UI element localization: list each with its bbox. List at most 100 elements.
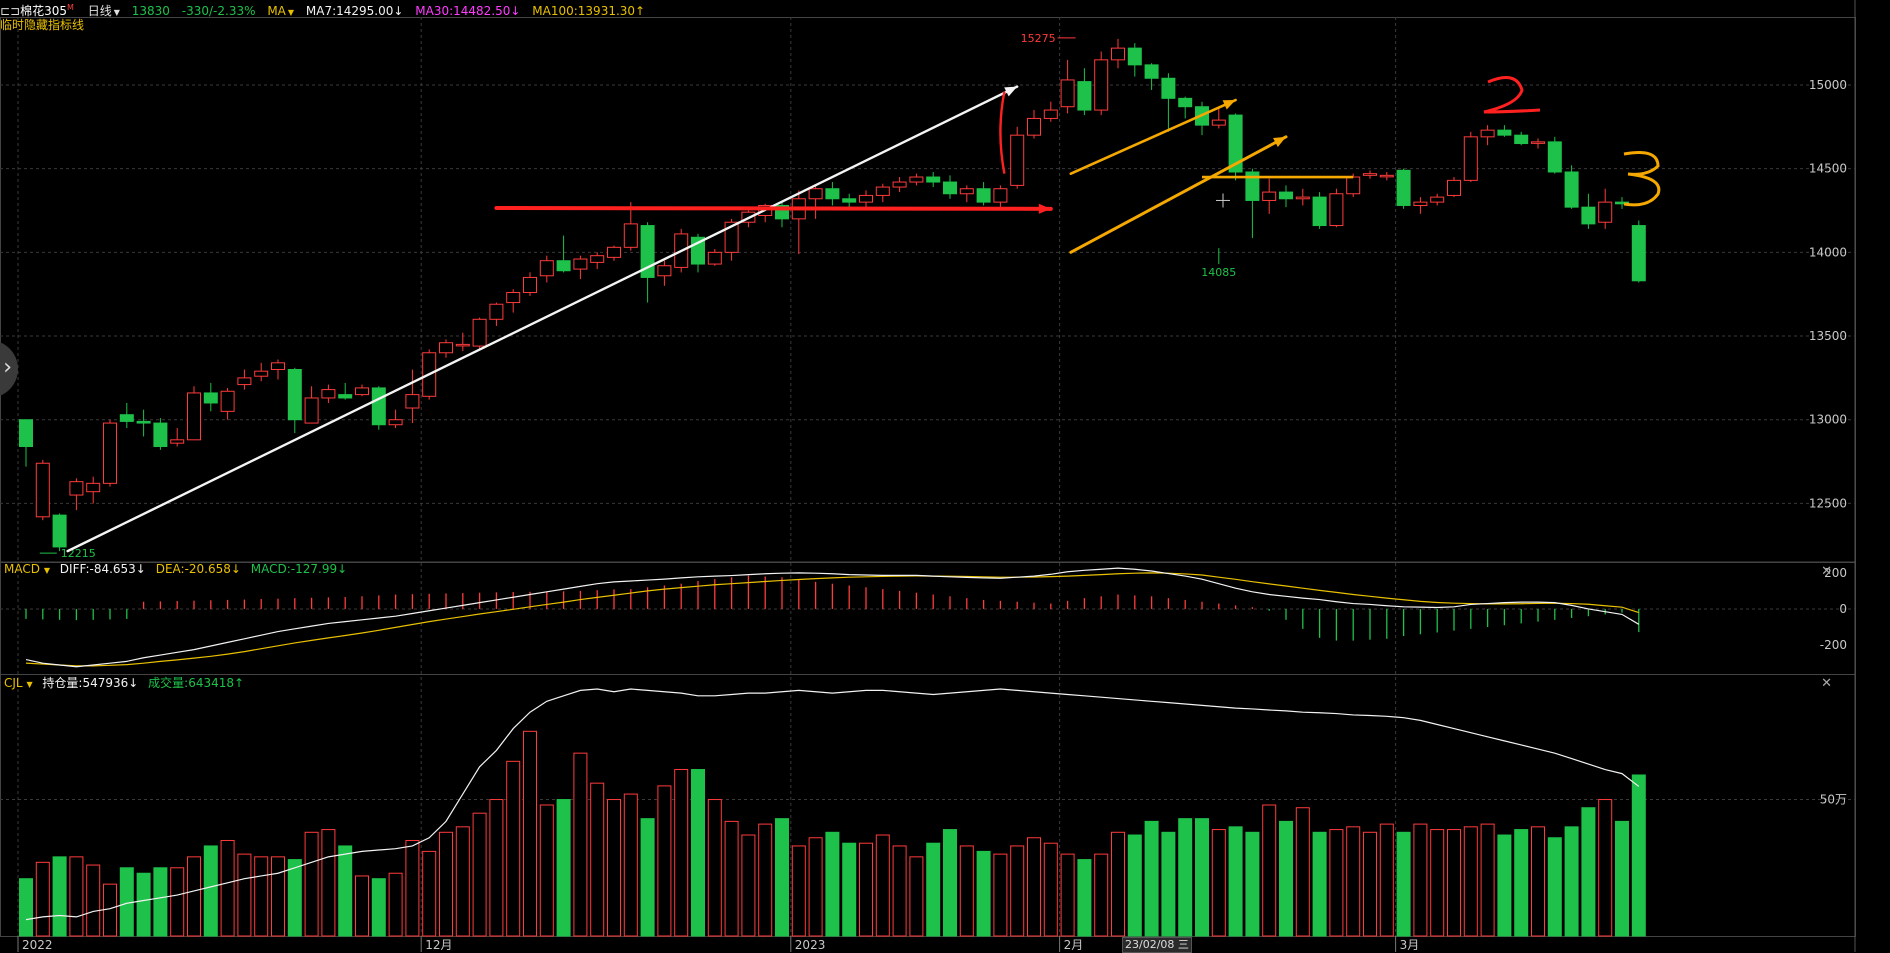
candle-body bbox=[1027, 117, 1041, 136]
candle-body bbox=[338, 394, 353, 399]
price-change: -330/-2.33% bbox=[181, 4, 256, 18]
drawn-channel-upper-line-head bbox=[1222, 100, 1236, 110]
volume-bar bbox=[405, 839, 420, 937]
candle-body bbox=[1094, 59, 1109, 111]
price-y-tick-15000: 15000 bbox=[1809, 78, 1847, 92]
expand-panel-chevron-icon[interactable]: › bbox=[0, 340, 18, 398]
candle-body bbox=[69, 481, 84, 496]
volume-bar bbox=[1564, 826, 1579, 937]
candle-body bbox=[1631, 225, 1646, 282]
candle-body bbox=[523, 276, 537, 294]
volume-bar bbox=[1447, 829, 1461, 937]
candle-body bbox=[271, 362, 285, 371]
candle-body bbox=[1413, 201, 1428, 206]
volume-bar bbox=[1312, 831, 1327, 937]
drawn-white-trendline-head bbox=[1004, 86, 1018, 97]
candle-body bbox=[959, 188, 974, 195]
low-price-label: 12215 bbox=[61, 547, 96, 560]
volume-bar bbox=[976, 850, 991, 937]
candle-body bbox=[1447, 179, 1461, 196]
volume-bars bbox=[19, 730, 1646, 937]
close-macd-pane-icon[interactable]: ✕ bbox=[1821, 564, 1832, 579]
volume-bar bbox=[993, 853, 1008, 937]
volume-bar bbox=[1430, 829, 1445, 937]
price-y-tick-13500: 13500 bbox=[1809, 329, 1847, 343]
ma-selector[interactable]: MA ▼ bbox=[267, 4, 294, 18]
volume-bar bbox=[455, 826, 470, 937]
volume-bar bbox=[640, 818, 655, 937]
candle-body bbox=[1547, 141, 1562, 173]
volume-bar bbox=[1295, 807, 1310, 937]
candle-body bbox=[1497, 129, 1512, 136]
drawn-channel-lower-line-head bbox=[1273, 136, 1286, 147]
ma7-value: MA7:14295.00↓ bbox=[305, 4, 404, 18]
open-interest-line bbox=[25, 688, 1640, 921]
price-y-tick-14500: 14500 bbox=[1809, 162, 1847, 176]
candle-body bbox=[405, 394, 420, 409]
candle-body bbox=[203, 392, 218, 404]
symbol-main-mark: M bbox=[67, 3, 74, 12]
period-selector[interactable]: 日线 ▼ bbox=[88, 4, 120, 18]
hide-indicator-lines-toggle[interactable]: 临时隐藏指标线 bbox=[0, 18, 85, 32]
candle-body bbox=[1211, 119, 1226, 126]
candle-body bbox=[1329, 193, 1344, 227]
volume-bar bbox=[707, 799, 722, 937]
candle-body bbox=[1463, 136, 1478, 181]
candle-body bbox=[1581, 206, 1596, 225]
candle-body bbox=[892, 181, 907, 188]
candle-body bbox=[103, 422, 117, 484]
dropdown-arrow-icon: ▼ bbox=[26, 680, 33, 689]
symbol-name[interactable]: 棉花305 bbox=[20, 4, 68, 18]
volume-bar bbox=[607, 799, 621, 937]
volume-bar bbox=[775, 818, 789, 937]
volume-bar bbox=[321, 829, 336, 937]
volume-bar bbox=[943, 829, 957, 937]
candle-body bbox=[875, 186, 890, 196]
dropdown-arrow-icon: ▼ bbox=[287, 8, 295, 17]
volume-bar bbox=[237, 853, 252, 937]
candle-body bbox=[304, 397, 319, 424]
dropdown-arrow-icon: ▼ bbox=[43, 566, 50, 575]
volume-bar bbox=[355, 875, 369, 937]
volume-bar bbox=[153, 867, 168, 937]
volume-bar bbox=[1379, 823, 1394, 937]
volume-bar bbox=[959, 845, 974, 937]
candle-body bbox=[1077, 81, 1092, 111]
volume-bar bbox=[439, 831, 453, 937]
high-price-label: 15275 bbox=[1021, 32, 1056, 45]
candle-body bbox=[472, 318, 487, 347]
volume-bar bbox=[1060, 853, 1075, 937]
volume-bar bbox=[103, 883, 117, 937]
app-icon[interactable]: ⊏⊐ bbox=[0, 4, 21, 18]
volume-bar bbox=[371, 878, 386, 937]
volume-bar bbox=[35, 861, 50, 937]
candle-body bbox=[859, 194, 873, 203]
dea-line bbox=[25, 572, 1639, 667]
candle-body bbox=[371, 387, 386, 426]
drawn-label-3 bbox=[1623, 151, 1661, 207]
volume-bar bbox=[506, 760, 521, 937]
cjl-selector[interactable]: CJL ▼ bbox=[4, 676, 33, 690]
volume-bar bbox=[842, 842, 857, 937]
volume-bar bbox=[388, 872, 403, 937]
volume-bar bbox=[187, 856, 201, 937]
candle-body bbox=[640, 225, 655, 278]
volume-bar bbox=[1262, 804, 1277, 937]
candle-body bbox=[187, 392, 201, 441]
volume-bar bbox=[1211, 829, 1226, 937]
candle-body bbox=[355, 387, 369, 396]
macd-selector[interactable]: MACD ▼ bbox=[4, 562, 50, 576]
close-volume-pane-icon[interactable]: ✕ bbox=[1821, 676, 1832, 691]
candle-body bbox=[1010, 134, 1025, 186]
candle-body bbox=[1228, 114, 1243, 173]
volume-bar bbox=[254, 856, 269, 937]
candle-body bbox=[1396, 169, 1411, 206]
candle-body bbox=[926, 176, 941, 183]
volume-bar bbox=[287, 859, 302, 937]
volume-bar bbox=[808, 837, 823, 937]
candle-body bbox=[1312, 196, 1327, 227]
drawn-red-support-line-head bbox=[1038, 203, 1051, 214]
candle-body bbox=[573, 258, 588, 270]
top-toolbar: ⊏⊐棉花305M 日线 ▼ 13830 -330/-2.33% MA ▼ MA7:1… bbox=[0, 0, 1890, 18]
